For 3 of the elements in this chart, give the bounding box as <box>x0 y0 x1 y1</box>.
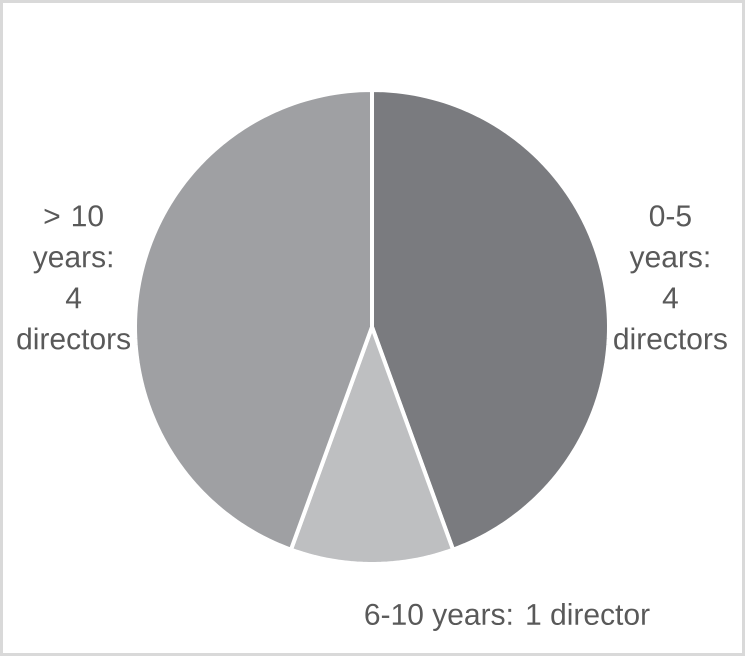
slice-label: > 10 years: 4 directors <box>17 205 130 350</box>
slice-label: 0-5 years: 4 directors <box>614 205 727 350</box>
slice-label: 6-10 years: 1 director <box>365 603 650 631</box>
